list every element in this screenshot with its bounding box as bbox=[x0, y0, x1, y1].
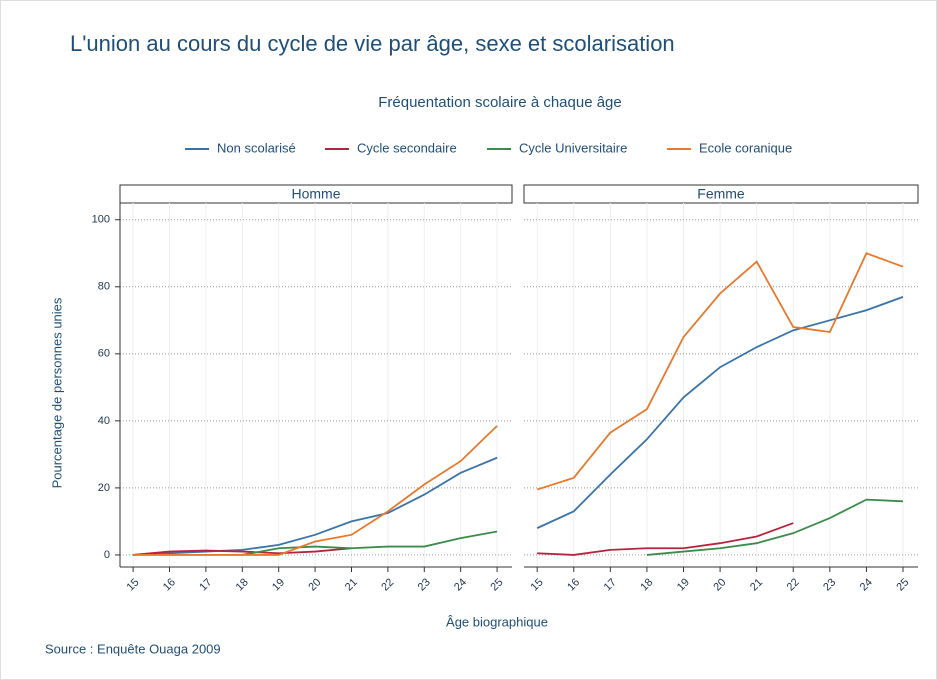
y-tick-label: 40 bbox=[98, 415, 110, 427]
chart-title: L'union au cours du cycle de vie par âge… bbox=[70, 31, 675, 56]
series-line bbox=[133, 425, 498, 556]
panel-header bbox=[523, 184, 919, 204]
panel-title: Femme bbox=[697, 186, 745, 202]
y-tick-label: 0 bbox=[104, 549, 110, 561]
series-line bbox=[537, 522, 794, 556]
panel-title: Homme bbox=[291, 186, 340, 202]
x-axis-label: Âge biographique bbox=[446, 614, 548, 629]
legend-label: Non scolarisé bbox=[217, 140, 296, 155]
series-line bbox=[242, 530, 498, 556]
source-note: Source : Enquête Ouaga 2009 bbox=[45, 641, 221, 656]
y-tick-label: 60 bbox=[98, 348, 110, 360]
y-tick-label: 80 bbox=[98, 281, 110, 293]
chart-subtitle: Fréquentation scolaire à chaque âge bbox=[378, 94, 622, 111]
series-line bbox=[133, 456, 498, 556]
y-tick-label: 100 bbox=[92, 214, 110, 226]
y-axis-label: Pourcentage de personnes unies bbox=[49, 297, 64, 488]
legend-label: Cycle secondaire bbox=[357, 140, 457, 155]
series-line bbox=[536, 296, 904, 529]
legend-label: Ecole coranique bbox=[699, 140, 792, 155]
legend-label: Cycle Universitaire bbox=[519, 140, 627, 155]
series-line bbox=[536, 252, 904, 491]
series-line bbox=[133, 547, 352, 556]
y-tick-label: 20 bbox=[98, 482, 110, 494]
panel-header bbox=[119, 184, 513, 204]
series-line bbox=[646, 498, 904, 556]
